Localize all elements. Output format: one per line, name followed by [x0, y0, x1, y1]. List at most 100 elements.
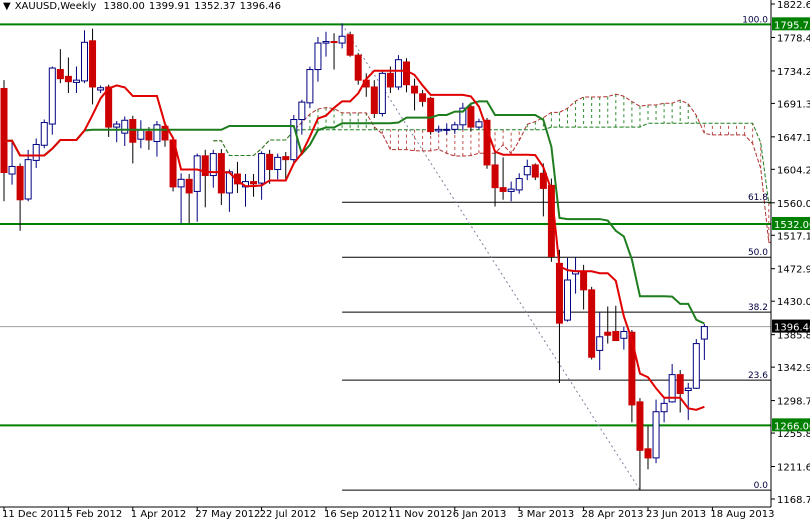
candle-body [177, 178, 185, 188]
candle [322, 31, 330, 57]
y-tick-label: 1604.20 [777, 165, 810, 176]
candle [515, 173, 523, 194]
candle [24, 149, 32, 202]
y-tick-label: 1778.40 [777, 33, 810, 44]
candle [652, 399, 660, 464]
candle-body [435, 128, 443, 132]
candle-body [145, 131, 153, 141]
fibonacci-level-label: 38.2 [748, 303, 768, 313]
plot-area: 100.0 61.8 50.0 38.2 23.6 0.0 [0, 15, 771, 491]
candle [636, 398, 644, 490]
candle-body [403, 61, 410, 86]
candle [242, 174, 249, 207]
candle [403, 58, 410, 93]
y-tick-label: 1342.90 [777, 363, 810, 374]
candle-body [612, 330, 620, 342]
candle-body [652, 411, 660, 459]
candle [209, 149, 217, 188]
price-tag [772, 17, 810, 31]
fibonacci-level-label: 50.0 [748, 248, 768, 258]
candle-body [491, 164, 499, 189]
candle-body [386, 72, 394, 88]
candle-body [620, 330, 628, 339]
price-tag [772, 216, 810, 230]
candle-body [499, 187, 507, 192]
y-tick-label: 1560.00 [777, 199, 810, 210]
fibonacci-trend-line [341, 24, 641, 491]
candle [56, 49, 64, 84]
candle-body [370, 86, 378, 114]
tenkan-sen-line [4, 69, 705, 411]
candle [523, 159, 531, 181]
candle-body [48, 67, 56, 125]
y-tick-label: 1168.70 [777, 495, 810, 506]
price-tag [772, 418, 810, 432]
candle [451, 121, 459, 134]
candle [427, 96, 435, 135]
candle [8, 141, 16, 185]
candle-body [121, 119, 129, 134]
candle [684, 382, 692, 421]
candle [475, 118, 483, 130]
close-value: 1396.46 [239, 1, 281, 12]
candle [588, 286, 596, 360]
candle [64, 57, 72, 94]
candle [531, 163, 539, 181]
candle [314, 37, 322, 82]
candle-body [137, 129, 145, 140]
candle-body [684, 387, 692, 392]
candle-body [64, 75, 72, 83]
candle-body [298, 101, 306, 121]
candle-body [330, 41, 338, 44]
candle [564, 258, 571, 322]
candle [145, 127, 153, 150]
candle-body [555, 262, 563, 324]
candle [370, 80, 378, 119]
candle-body [515, 178, 523, 191]
candle [338, 23, 346, 49]
candle [644, 426, 652, 470]
candle [604, 306, 612, 344]
fibonacci-level-label: 23.6 [748, 371, 768, 381]
candle-body [282, 156, 290, 161]
y-tick-label: 1430.00 [777, 297, 810, 308]
candle-body [89, 40, 97, 88]
candle [97, 85, 105, 94]
high-value: 1399.91 [148, 1, 191, 12]
candle-body [0, 87, 8, 174]
price-tag-label: 1795.75 [774, 20, 810, 31]
candle-body [660, 402, 668, 413]
senkou-span-a-line [213, 93, 771, 244]
candle [105, 84, 113, 137]
triangle-down-icon[interactable]: ▼ [3, 1, 11, 12]
x-tick-label: 6 Jan 2013 [453, 509, 507, 519]
price-tag-label: 1266.00 [774, 421, 810, 432]
x-tick-label: 3 Mar 2013 [517, 509, 574, 519]
x-tick-label: 18 Aug 2013 [710, 509, 774, 519]
candle-body [105, 86, 113, 128]
candle [274, 153, 282, 180]
candle [620, 326, 628, 350]
y-tick-label: 1385.80 [777, 331, 810, 342]
candle [89, 28, 97, 105]
candle-body [483, 119, 491, 166]
candle [491, 149, 499, 207]
low-value: 1352.37 [194, 1, 236, 12]
candle [499, 157, 507, 200]
candle-body [8, 165, 16, 175]
candle [258, 151, 266, 200]
candle [201, 149, 209, 208]
candle [419, 89, 427, 107]
candle-body [40, 122, 48, 146]
candle [507, 181, 515, 202]
x-tick-label: 1 Apr 2012 [131, 509, 186, 519]
y-tick-label: 1517.10 [777, 231, 810, 242]
candle [153, 121, 161, 157]
price-tag [772, 319, 810, 333]
candle [435, 125, 443, 134]
candle-body [314, 42, 322, 71]
candle-body [419, 93, 427, 102]
candle-body [676, 374, 684, 395]
